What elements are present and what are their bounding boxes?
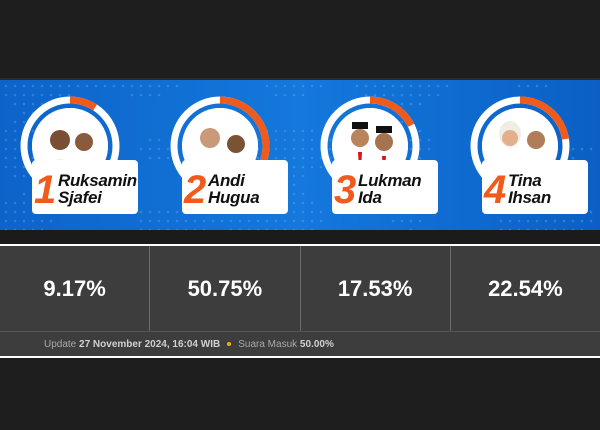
candidate-card-3[interactable]: 3 Lukman Ida (318, 94, 458, 220)
candidate-name-line2: Hugua (208, 188, 260, 207)
result-cell-1: 9.17% (0, 246, 151, 331)
votes-in-value: 50.00% (299, 338, 334, 350)
candidate-number-1: 1 (34, 168, 57, 212)
candidate-name-line2: Ida (358, 188, 382, 207)
candidate-name-line2: Sjafei (58, 188, 102, 207)
top-dark-bar (0, 0, 600, 78)
candidate-label-box-2 (182, 160, 288, 214)
candidate-number-2: 2 (184, 168, 207, 212)
vote-percentage-3: 17.53% (337, 275, 413, 301)
candidate-card-1[interactable]: 1 Ruksamin Sjafei (18, 94, 158, 220)
candidate-name-line1: Lukman (358, 171, 422, 190)
candidate-name-4: Tina Ihsan (508, 172, 551, 206)
bottom-dark-bar (0, 360, 600, 430)
votes-in-label: Suara Masuk (238, 338, 298, 350)
candidate-name-3: Lukman Ida (358, 171, 422, 207)
candidate-name-line1: Ruksamin (58, 171, 137, 190)
result-cell-2: 50.75% (150, 246, 301, 331)
candidate-name-2: Andi Hugua (208, 171, 260, 207)
candidate-name-line1: Andi (208, 171, 245, 190)
update-footer: Update 27 November 2024, 16:04 WIB Suara… (0, 332, 600, 358)
vote-percentage-1: 9.17% (43, 275, 106, 301)
result-cell-3: 17.53% (301, 246, 451, 331)
candidate-name-1: Ruksamin Sjafei (58, 172, 137, 206)
candidate-name-line1: Tina (508, 171, 542, 190)
candidates-banner: 1 Ruksamin Sjafei 2 Andi Hugua (0, 78, 600, 230)
candidate-number-3: 3 (334, 168, 357, 212)
vote-percentage-2: 50.75% (187, 275, 263, 301)
candidate-number-4: 4 (484, 168, 507, 212)
separator-dot-icon (227, 342, 232, 346)
result-cell-4: 22.54% (451, 246, 600, 331)
candidate-card-4[interactable]: 4 Tina Ihsan (468, 94, 600, 220)
candidate-name-line2: Ihsan (508, 188, 551, 207)
update-time: 27 November 2024, 16:04 WIB (79, 338, 221, 350)
candidate-card-2[interactable]: 2 Andi Hugua (168, 94, 308, 220)
candidate-label-box-1 (32, 160, 138, 214)
candidate-label-box-3 (332, 160, 438, 214)
vote-percentage-4: 22.54% (488, 275, 563, 301)
candidate-label-box-4 (482, 160, 588, 214)
results-row: 9.17% 50.75% 17.53% 22.54% (0, 244, 600, 332)
update-label: Update (44, 338, 77, 350)
